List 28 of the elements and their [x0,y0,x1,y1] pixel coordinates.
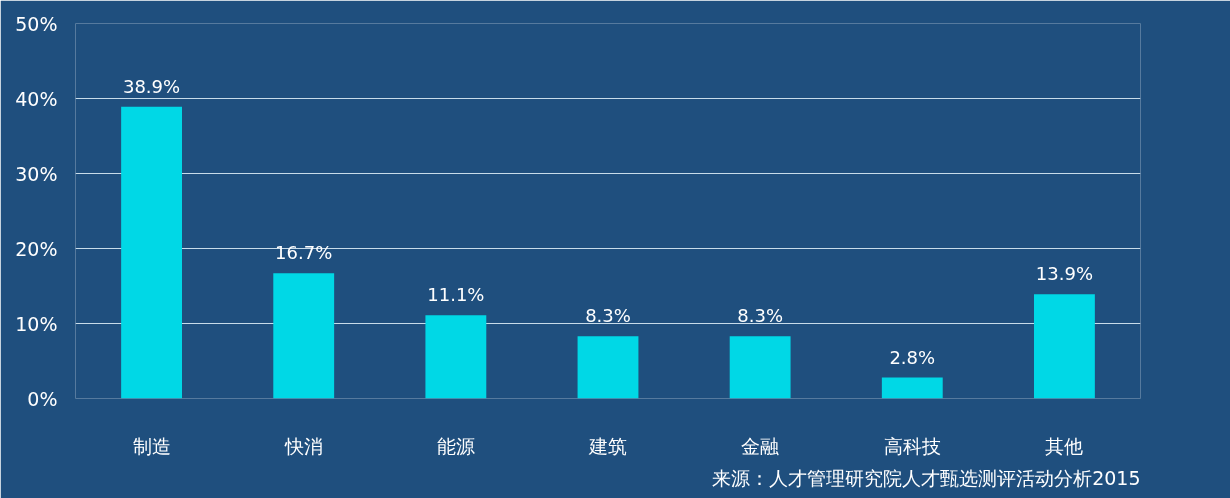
data-label: 2.8% [889,346,936,368]
x-tick-label: 快消 [283,434,323,457]
y-tick-label: 30% [15,162,58,185]
x-tick-label: 能源 [436,434,475,457]
data-label: 11.1% [427,284,485,306]
x-tick-label: 建筑 [588,434,627,457]
x-tick-label: 高科技 [883,434,941,457]
bar [729,336,791,399]
bar [577,336,639,399]
data-label: 38.9% [122,75,181,97]
x-tick-label: 其他 [1045,434,1084,457]
data-label: 16.7% [275,242,333,264]
y-tick-label: 20% [15,237,58,260]
bar [273,273,335,399]
data-label: 8.3% [585,305,631,327]
y-tick-label: 10% [15,312,58,335]
y-tick-label: 40% [15,87,58,110]
x-tick-label: 制造 [132,434,171,457]
bar [1034,294,1095,399]
y-tick-label: 50% [15,12,58,35]
x-tick-label: 金融 [741,434,780,457]
data-label: 13.9% [1035,263,1094,285]
data-label: 8.3% [737,305,784,327]
bar [425,315,487,399]
bar [881,377,943,399]
y-tick-label: 0% [27,387,58,410]
source-note: 来源：人才管理研究院人才甄选测评活动分析2015 [712,466,1141,489]
bar [121,106,182,399]
